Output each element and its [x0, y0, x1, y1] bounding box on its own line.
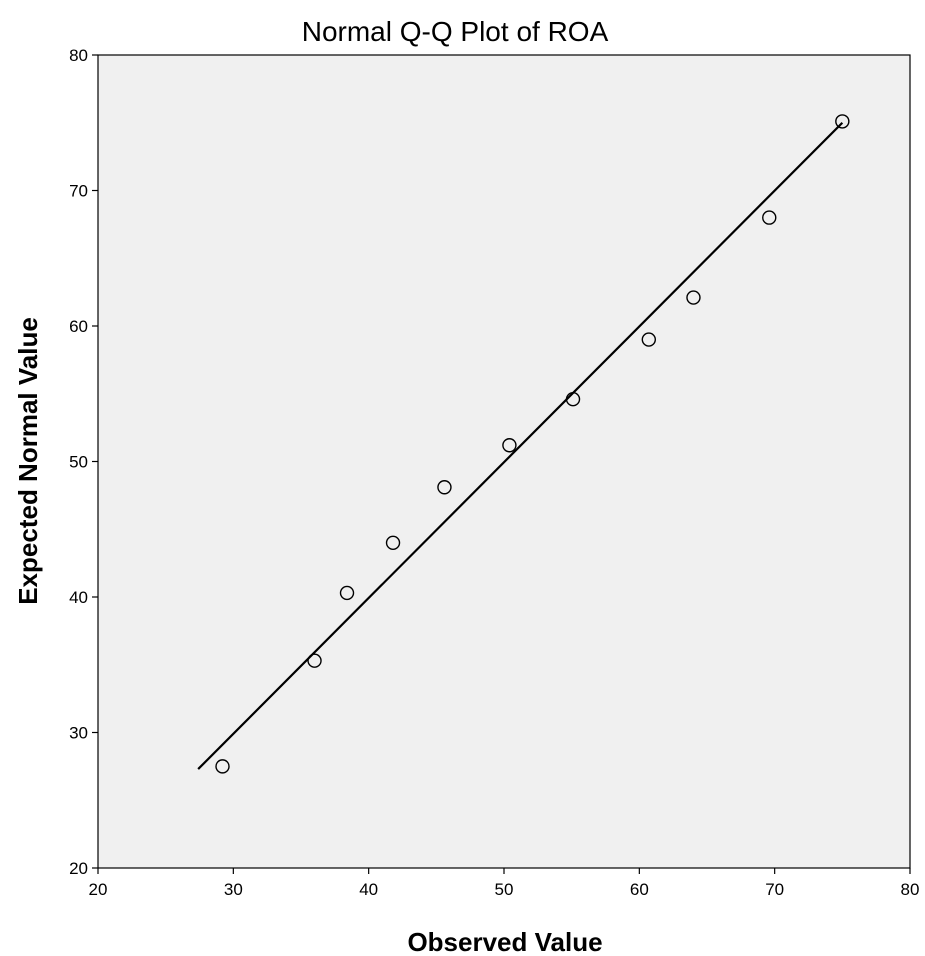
data-point: [686, 290, 701, 305]
y-tick-label: 20: [69, 859, 88, 878]
y-tick-label: 40: [69, 588, 88, 607]
data-point: [835, 114, 850, 129]
x-axis-ticks: 20 30 40 50 60 70 80: [89, 868, 920, 899]
y-tick-label: 30: [69, 724, 88, 743]
data-point: [565, 391, 581, 407]
data-point: [641, 332, 657, 347]
x-tick-label: 80: [901, 880, 920, 899]
y-tick-label: 70: [69, 182, 88, 201]
x-axis-label: Observed Value: [407, 927, 602, 956]
x-tick-label: 30: [224, 880, 243, 899]
y-tick-label: 80: [69, 46, 88, 65]
x-tick-label: 50: [495, 880, 514, 899]
data-point: [762, 210, 777, 225]
data-point: [502, 438, 517, 453]
data-point: [385, 535, 401, 550]
data-point: [437, 480, 452, 495]
reference-line: [197, 121, 844, 770]
x-tick-label: 60: [630, 880, 649, 899]
x-tick-label: 70: [765, 880, 784, 899]
x-tick-label: 20: [89, 880, 108, 899]
x-tick-label: 40: [359, 880, 378, 899]
y-axis-label: Expected Normal Value: [13, 317, 43, 605]
y-tick-label: 50: [69, 453, 88, 472]
data-point: [339, 585, 355, 601]
y-axis-ticks: 20 30 40 50 60 70 80: [69, 46, 98, 878]
chart-title: Normal Q-Q Plot of ROA: [302, 16, 609, 47]
y-tick-label: 60: [69, 317, 88, 336]
data-points: [215, 114, 850, 774]
data-point: [307, 653, 322, 668]
data-point: [215, 759, 230, 774]
